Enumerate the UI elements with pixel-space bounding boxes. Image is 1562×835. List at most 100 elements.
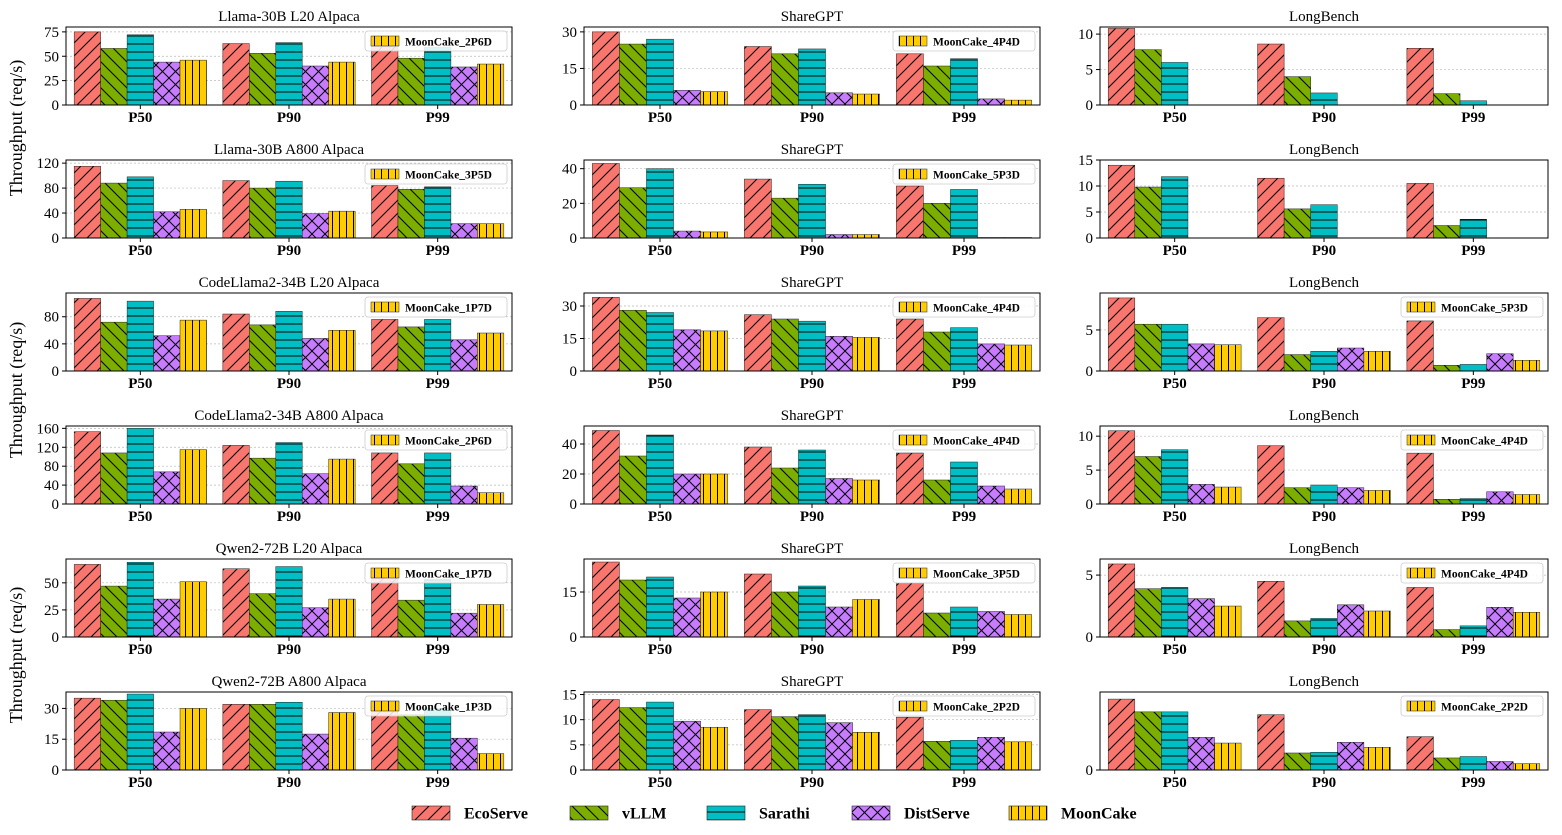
y-tick-label: 0 (1086, 98, 1094, 114)
bar-sarathi-p50 (126, 562, 154, 638)
bar-ecoserve-p90 (1257, 714, 1285, 771)
bar-mooncake-p99 (477, 604, 505, 638)
bar-vllm-p90 (249, 593, 277, 638)
bar-ecoserve-p90 (1257, 445, 1285, 505)
x-tick-label: P90 (277, 775, 301, 791)
bar-mooncake-p90 (328, 458, 356, 505)
y-tick-label: 0 (1086, 763, 1094, 779)
panel-1: 0 25 50 75 P50 P90 P99 Llama-30B L20 Alpaca Moon… (44, 9, 513, 126)
panel-8: 0 15 30 P50 P90 P99 ShareGPT MoonCake_4P4D (562, 275, 1041, 392)
legend-swatch-distserve (851, 805, 891, 821)
bar-sarathi-p50 (1161, 711, 1189, 771)
bar-sarathi-p90 (1310, 484, 1338, 505)
bar-distserve-p99 (977, 485, 1005, 505)
legend-label-distserve: DistServe (904, 806, 970, 823)
bar-vllm-p50 (100, 48, 128, 106)
bar-vllm-p99 (397, 463, 425, 505)
y-tick-label: 5 (1086, 463, 1094, 479)
legend-swatch-mooncake (898, 567, 928, 579)
x-tick-label: P90 (800, 642, 824, 658)
legend-box (1400, 562, 1544, 584)
legend-label: MoonCake_2P2D (1441, 702, 1528, 714)
y-tick-label: 10 (1078, 179, 1093, 195)
bar-distserve-p90 (825, 336, 853, 372)
bar-mooncake-p50 (700, 726, 728, 771)
x-tick-label: P90 (1312, 110, 1336, 126)
bar-vllm-p90 (249, 53, 277, 106)
bar-mooncake-p99 (1512, 763, 1541, 771)
bar-mooncake-p50 (179, 209, 207, 239)
x-tick-label: P99 (952, 110, 976, 126)
bar-vllm-p90 (771, 591, 799, 638)
legend-box (892, 30, 1036, 52)
bar-sarathi-p99 (424, 579, 452, 638)
bar-ecoserve-p90 (222, 313, 250, 372)
legend-swatch-mooncake (370, 168, 400, 180)
bar-ecoserve-p50 (1107, 164, 1136, 239)
bar-mooncake-p50 (700, 473, 728, 505)
legend-swatch-mooncake (1008, 805, 1048, 821)
legend-box (364, 429, 508, 451)
bar-distserve-p90 (1337, 487, 1365, 505)
bar-vllm-p90 (771, 53, 799, 106)
bar-vllm-p50 (100, 321, 128, 372)
bar-distserve-p99 (977, 343, 1005, 372)
bar-vllm-p99 (1433, 365, 1461, 372)
legend-label: MoonCake_4P4D (933, 303, 1020, 315)
legend-box (364, 562, 508, 584)
y-tick-label: 15 (562, 61, 577, 77)
y-tick-label: 0 (52, 98, 60, 114)
x-tick-label: P90 (277, 110, 301, 126)
x-tick-label: P50 (128, 376, 152, 392)
x-tick-label: P90 (800, 775, 824, 791)
legend-swatch-mooncake (370, 567, 400, 579)
bar-ecoserve-p90 (1257, 177, 1285, 239)
bar-mooncake-p90 (852, 93, 880, 106)
bar-sarathi-p99 (424, 452, 452, 505)
bar-vllm-p99 (1433, 757, 1461, 771)
x-tick-label: P50 (1163, 243, 1187, 259)
bar-ecoserve-p99 (1406, 452, 1434, 505)
legend-swatch-ecoserve (411, 805, 451, 821)
bar-sarathi-p90 (275, 311, 303, 372)
x-tick-label: P50 (128, 642, 152, 658)
x-tick-label: P90 (800, 376, 824, 392)
bar-ecoserve-p90 (744, 446, 772, 505)
bar-distserve-p50 (153, 61, 181, 106)
y-tick-label: 0 (52, 497, 60, 513)
subplot-legend: MoonCake_2P6D (364, 30, 508, 52)
y-tick-label: 0 (1086, 630, 1094, 646)
y-tick-label: 5 (1086, 205, 1094, 221)
bar-ecoserve-p90 (1257, 317, 1285, 372)
bar-mooncake-p50 (179, 708, 207, 771)
bar-sarathi-p50 (126, 693, 154, 771)
bar-vllm-p99 (923, 203, 951, 239)
bar-vllm-p90 (771, 467, 799, 505)
x-tick-label: P50 (128, 509, 152, 525)
x-tick-label: P99 (952, 642, 976, 658)
bar-ecoserve-p99 (896, 452, 924, 505)
bar-sarathi-p50 (126, 300, 154, 372)
bar-sarathi-p99 (1459, 625, 1487, 638)
bar-distserve-p50 (673, 473, 701, 505)
legend-label-ecoserve: EcoServe (464, 806, 528, 823)
y-tick-label: 0 (52, 364, 60, 380)
y-tick-label: 15 (1078, 153, 1093, 169)
legend-swatch-mooncake (370, 301, 400, 313)
bar-vllm-p99 (397, 326, 425, 372)
x-tick-label: P99 (1461, 243, 1485, 259)
subplot-title: ShareGPT (781, 275, 844, 291)
bar-distserve-p99 (450, 339, 478, 372)
bar-ecoserve-p50 (73, 564, 101, 638)
bar-mooncake-p99 (477, 753, 505, 771)
subplot-legend: MoonCake_5P3D (1400, 296, 1544, 318)
x-tick-label: P90 (800, 110, 824, 126)
bar-vllm-p90 (1283, 620, 1311, 638)
legend-box (364, 695, 508, 717)
subplot-title: ShareGPT (781, 408, 844, 424)
bar-sarathi-p90 (275, 566, 303, 638)
y-tick-label: 0 (570, 497, 578, 513)
panel-16: 0 15 30 P50 P90 P99 Qwen2-72B A800 Alpaca MoonC… (44, 674, 513, 791)
bar-vllm-p99 (397, 599, 425, 638)
bar-ecoserve-p90 (222, 445, 250, 505)
